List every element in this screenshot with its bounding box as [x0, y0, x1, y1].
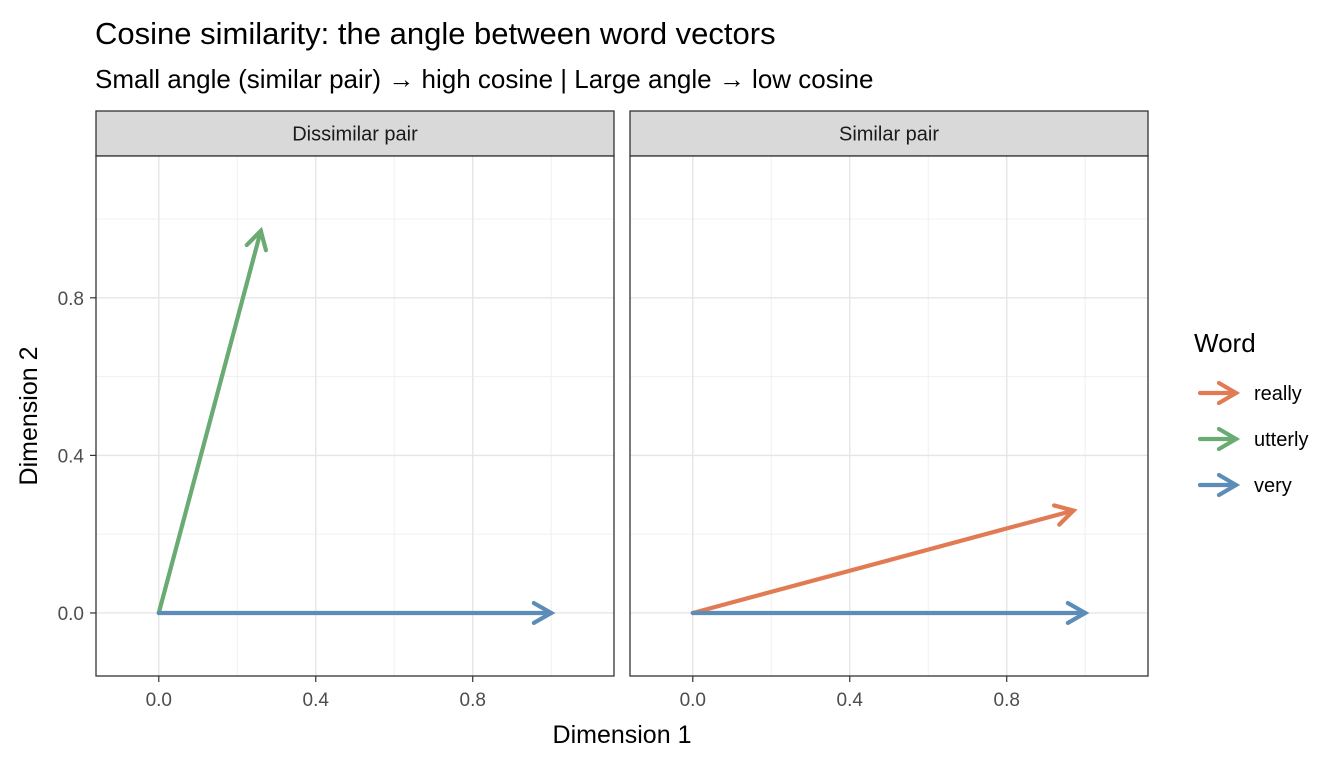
panel-border: [629, 155, 1149, 677]
legend-title: Word: [1194, 328, 1256, 358]
panel-background: [630, 156, 1148, 676]
legend-item-really: really: [1197, 380, 1302, 406]
y-axis-title: Dimension 2: [15, 347, 43, 486]
legend-key-utterly: [1197, 426, 1241, 452]
facet-label: Dissimilar pair: [292, 124, 418, 146]
vector-very-head: [531, 600, 556, 626]
y-tick-label: 0.8: [58, 289, 84, 310]
legend-label: really: [1254, 383, 1302, 405]
chart-subtitle: Small angle (similar pair) → high cosine…: [95, 64, 874, 94]
x-tick-label: 0.4: [303, 690, 330, 711]
vector-very: [156, 600, 556, 626]
vector-very-head: [1065, 600, 1090, 626]
x-tick-label: 0.8: [994, 690, 1020, 711]
x-tick-label: 0.4: [837, 690, 864, 711]
legend-item-utterly: utterly: [1197, 426, 1308, 452]
panel-similar-pair: Similar pair 0.0 0.4 0.8: [629, 110, 1149, 711]
legend-key-head: [1216, 380, 1241, 406]
facet-strip: [629, 110, 1149, 157]
legend-key-head: [1216, 426, 1241, 452]
x-tick-label: 0.0: [680, 690, 706, 711]
vector-utterly: [156, 226, 269, 616]
x-tick-label: 0.0: [146, 690, 172, 711]
vector-utterly-head: [244, 226, 269, 253]
y-tick-label: 0.0: [58, 604, 84, 625]
vector-really: [690, 503, 1078, 616]
legend-label: very: [1254, 475, 1292, 497]
vector-really-shaft: [690, 508, 1076, 616]
chart-title: Cosine similarity: the angle between wor…: [95, 16, 776, 51]
vector-very: [690, 600, 1090, 626]
legend-item-very: very: [1197, 472, 1292, 498]
legend-label: utterly: [1254, 429, 1308, 451]
y-tick-label: 0.4: [58, 446, 85, 467]
x-axis-title: Dimension 1: [553, 721, 692, 749]
panel-border: [95, 155, 615, 677]
facet-label: Similar pair: [839, 124, 939, 146]
vector-really-head: [1051, 503, 1078, 527]
vector-utterly-shaft: [156, 228, 263, 616]
x-tick-label: 0.8: [460, 690, 486, 711]
panel-background: [96, 156, 614, 676]
legend: Word really utterly very: [1194, 328, 1308, 498]
legend-key-very: [1197, 472, 1241, 498]
panel-dissimilar-pair: Dissimilar pair 0.0 0.4 0.8: [95, 110, 615, 711]
legend-key-head: [1216, 472, 1241, 498]
legend-key-really: [1197, 380, 1241, 406]
